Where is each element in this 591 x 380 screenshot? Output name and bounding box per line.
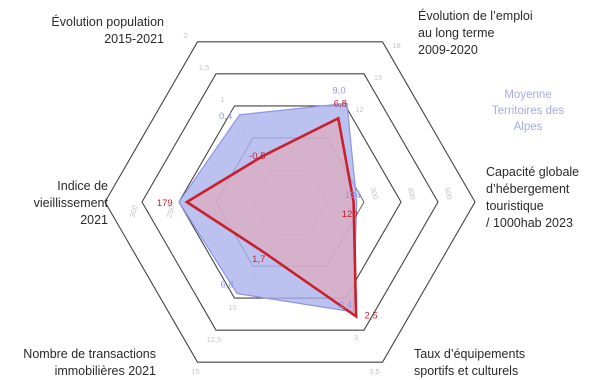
axis-title: Taux d’équipements	[414, 347, 525, 361]
grid-ring	[141, 73, 439, 331]
reference-data-label: 9,0	[332, 85, 345, 96]
axis-tick-label: 1,5	[199, 63, 209, 72]
axis-title: Nombre de transactions	[23, 347, 156, 361]
axis-tick-label: 3,5	[369, 367, 379, 376]
axis-tick-label: 15	[374, 73, 382, 82]
axis-tick-label: 1	[220, 95, 224, 104]
axis-tick-label: 3	[354, 333, 358, 342]
axis-tick-label: 15	[191, 367, 199, 376]
axis-tick-label: 12	[355, 105, 363, 114]
axis-title: sportifs et culturels	[414, 364, 518, 378]
axis-tick-label: 2	[183, 31, 187, 40]
axis-title: vieillissement	[34, 196, 109, 210]
axis-title: immobilières 2021	[55, 364, 156, 378]
axis-title: Indice de	[57, 179, 108, 193]
territory-data-label: 179	[157, 198, 173, 209]
axis-title: Évolution population	[51, 14, 164, 29]
axis-tick-label: 250	[165, 204, 177, 218]
territory-data-label: 120	[342, 209, 358, 220]
axis-title: touristique	[486, 199, 544, 213]
territory-data-label: -0,5	[249, 151, 265, 162]
axis-tick-label: 18	[392, 41, 400, 50]
axis-title: d’hébergement	[486, 182, 570, 196]
axis-title: au long terme	[418, 26, 494, 40]
reference-data-label: 0,4	[219, 111, 232, 122]
legend-label: Moyenne	[504, 89, 551, 101]
reference-data-label: 6,8	[221, 280, 234, 291]
axis-title: Capacité globale	[486, 165, 579, 179]
territory-data-label: 2,5	[364, 310, 377, 321]
axis-tick-label: 400	[405, 186, 417, 200]
reference-data-label: 2,4	[339, 300, 352, 311]
axis-title: 2015-2021	[104, 32, 164, 46]
axis-tick-label: 10	[228, 303, 236, 312]
axis-tick-label: 300	[128, 204, 140, 218]
legend-label: Territoires des	[492, 105, 564, 117]
axis-tick-label: 500	[442, 186, 454, 200]
territory-data-label: 1,7	[252, 254, 265, 265]
axis-tick-label: 300	[368, 186, 380, 200]
axis-title: 2021	[80, 213, 108, 227]
legend-label: Alpes	[514, 121, 543, 133]
reference-data-label: 134	[345, 190, 361, 201]
axis-title: / 1000hab 2023	[486, 216, 573, 230]
axis-tick-label: 12,5	[207, 335, 222, 344]
axis-title: 2009-2020	[418, 43, 478, 57]
territory-data-label: 6,8	[334, 98, 347, 109]
territory-area	[184, 116, 358, 319]
grid-ring	[178, 105, 402, 299]
axis-title: Évolution de l’emploi	[418, 8, 533, 23]
grid-ring	[104, 41, 476, 363]
